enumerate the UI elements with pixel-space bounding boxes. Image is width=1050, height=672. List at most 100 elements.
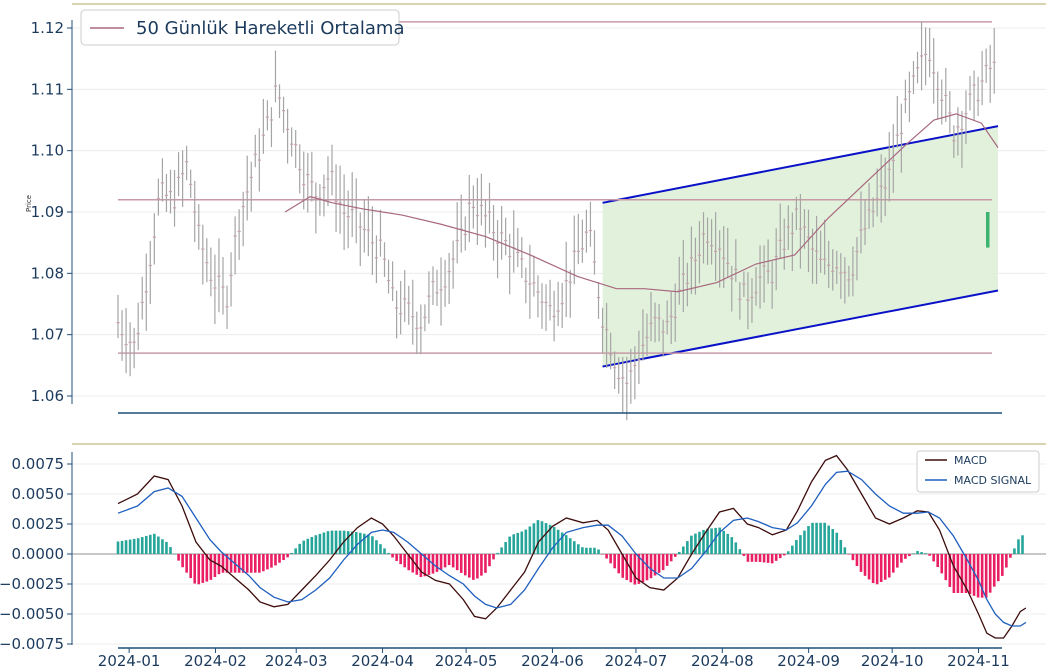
histogram-bar bbox=[144, 535, 148, 554]
histogram-bar bbox=[847, 554, 851, 555]
price-legend: 50 Günlük Hareketli Ortalama bbox=[80, 9, 404, 46]
histogram-bar bbox=[363, 533, 366, 554]
histogram-bar bbox=[379, 544, 382, 554]
histogram-bar bbox=[992, 554, 996, 587]
macd-y-tick-label: 0.0025 bbox=[12, 515, 65, 533]
histogram-bar bbox=[742, 554, 746, 556]
price-y-tick-label: 1.06 bbox=[31, 387, 64, 405]
histogram-bar bbox=[375, 540, 378, 554]
histogram-bar bbox=[702, 529, 705, 554]
histogram-bar bbox=[782, 554, 786, 556]
histogram-bar bbox=[459, 554, 463, 573]
histogram-bar bbox=[883, 554, 887, 580]
histogram-bar bbox=[879, 554, 883, 583]
histogram-bar bbox=[694, 533, 697, 554]
price-y-tick-label: 1.08 bbox=[31, 264, 64, 282]
histogram-bar bbox=[468, 554, 471, 578]
channel-upper-line bbox=[602, 125, 999, 204]
histogram-bar bbox=[633, 554, 637, 585]
histogram-bar bbox=[149, 534, 152, 554]
histogram-bar bbox=[637, 554, 641, 584]
histogram-bar bbox=[673, 554, 677, 557]
histogram-bar bbox=[964, 554, 968, 593]
histogram-bar bbox=[201, 554, 205, 583]
histogram-bar bbox=[726, 533, 730, 554]
histogram-bar bbox=[298, 543, 302, 554]
histogram-bar bbox=[843, 547, 847, 554]
current-price-marker bbox=[986, 212, 990, 248]
histogram-bar bbox=[350, 531, 354, 554]
histogram-bar bbox=[451, 554, 455, 568]
macd-y-tick-label: −0.0075 bbox=[0, 635, 64, 653]
histogram-bar bbox=[197, 554, 201, 585]
histogram-bar bbox=[480, 554, 483, 576]
histogram-bar bbox=[916, 550, 919, 554]
histogram-bar bbox=[597, 549, 600, 554]
histogram-bar bbox=[980, 554, 984, 598]
histogram-bar bbox=[274, 554, 277, 566]
histogram-bar bbox=[455, 554, 459, 571]
histogram-bar bbox=[395, 554, 398, 561]
histogram-bar bbox=[209, 554, 213, 580]
histogram-bar bbox=[258, 554, 261, 573]
histogram-bar bbox=[863, 554, 867, 576]
histogram-bar bbox=[116, 541, 120, 554]
histogram-bar bbox=[463, 554, 467, 576]
histogram-bar bbox=[952, 554, 956, 593]
price-panel: 1.06 1.07 1.08 1.09 1.10 1.11 1.12 Price 50 Gü… bbox=[25, 9, 1046, 421]
histogram-bar bbox=[338, 530, 342, 554]
histogram-bar bbox=[496, 552, 499, 554]
histogram-bar bbox=[605, 554, 608, 559]
histogram-bar bbox=[326, 531, 330, 554]
price-gridlines bbox=[72, 27, 1046, 397]
histogram-bar bbox=[766, 554, 770, 563]
histogram-bar bbox=[153, 533, 156, 554]
histogram-bar bbox=[407, 554, 411, 571]
histogram-bar bbox=[996, 554, 1000, 582]
histogram-bar bbox=[641, 554, 645, 583]
x-tick-label: 2024-04 bbox=[351, 652, 414, 670]
histogram-bar bbox=[568, 538, 572, 554]
histogram-bar bbox=[912, 553, 915, 554]
histogram-bar bbox=[972, 554, 976, 596]
macd-y-tick-label: −0.0050 bbox=[0, 605, 64, 623]
histogram-bar bbox=[249, 554, 253, 573]
histogram-bar bbox=[302, 540, 306, 554]
histogram-bar bbox=[334, 530, 338, 554]
histogram-bar bbox=[621, 554, 625, 578]
histogram-bar bbox=[262, 554, 265, 572]
price-candles bbox=[116, 21, 996, 421]
histogram-bar bbox=[787, 551, 790, 554]
moving-average bbox=[284, 113, 999, 293]
histogram-bar bbox=[940, 554, 944, 574]
histogram-bar bbox=[706, 528, 709, 554]
x-tick-label: 2024-11 bbox=[947, 652, 1010, 670]
histogram-bar bbox=[161, 539, 164, 554]
histogram-bar bbox=[734, 542, 738, 554]
x-tick-label: 2024-02 bbox=[184, 652, 247, 670]
histogram-bar bbox=[649, 554, 653, 579]
histogram-bar bbox=[577, 544, 580, 554]
histogram-bar bbox=[472, 554, 475, 580]
histogram-bar bbox=[560, 532, 564, 554]
price-y-tick-label: 1.10 bbox=[31, 142, 64, 160]
histogram-bar bbox=[815, 522, 818, 554]
x-tick-label: 2024-07 bbox=[605, 652, 668, 670]
histogram-bar bbox=[516, 532, 520, 554]
histogram-bar bbox=[217, 554, 221, 575]
x-tick-label: 2024-05 bbox=[435, 652, 498, 670]
histogram-bar bbox=[140, 537, 144, 554]
histogram-bar bbox=[532, 523, 536, 554]
histogram-bar bbox=[419, 554, 423, 578]
price-y-ticks: 1.06 1.07 1.08 1.09 1.10 1.11 1.12 bbox=[31, 19, 72, 405]
macd-y-tick-label: −0.0025 bbox=[0, 575, 64, 593]
histogram-bar bbox=[617, 554, 621, 574]
histogram-bar bbox=[581, 547, 584, 554]
macd-legend-box bbox=[916, 450, 1040, 493]
histogram-bar bbox=[835, 532, 839, 554]
histogram-bar bbox=[193, 554, 197, 584]
histogram-bar bbox=[730, 537, 734, 554]
histogram-bar bbox=[520, 531, 524, 554]
histogram-bar bbox=[988, 554, 992, 593]
histogram-bar bbox=[1017, 539, 1020, 554]
